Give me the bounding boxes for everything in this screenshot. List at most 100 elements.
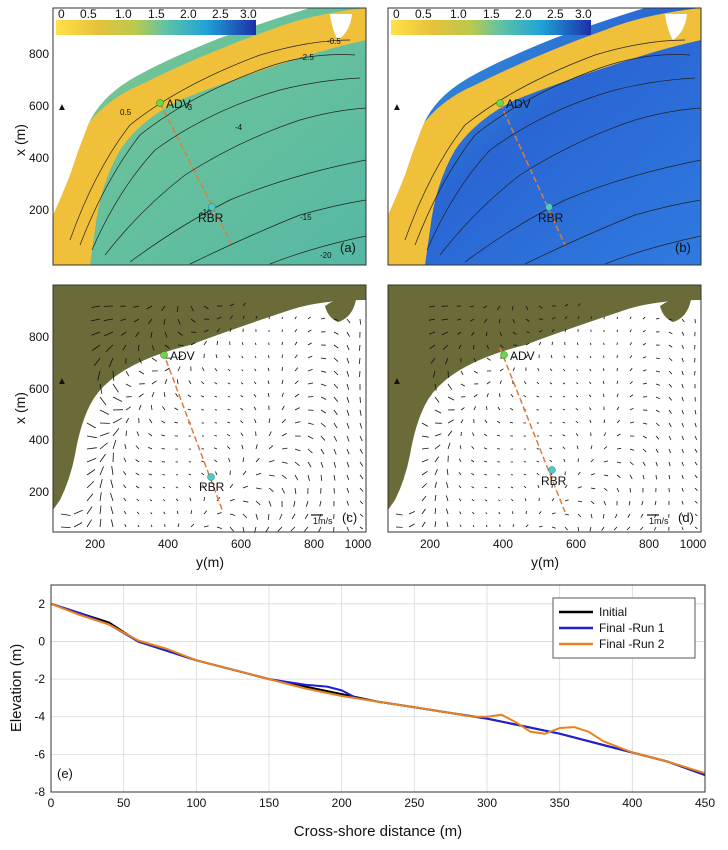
- panel-c-transect: [162, 351, 224, 513]
- velocity-vector: [318, 526, 322, 532]
- axis-tick: 1000: [680, 537, 707, 551]
- velocity-vector: [589, 407, 592, 411]
- velocity-vector: [291, 513, 296, 520]
- velocity-vector: [307, 342, 312, 346]
- north-arrow-icon: ▲: [392, 102, 402, 113]
- velocity-vector: [240, 432, 244, 437]
- velocity-vector: [111, 466, 114, 476]
- velocity-vector: [359, 344, 361, 351]
- velocity-vector: [681, 461, 684, 467]
- velocity-vector: [97, 370, 101, 381]
- velocity-vector: [434, 383, 437, 391]
- velocity-vector: [281, 341, 283, 346]
- panel-a: -0.5 -2.5 -3 -10 -15 -20 -4 0.5 ADV RBR …: [12, 7, 367, 266]
- north-arrow-icon: ▲: [57, 102, 67, 113]
- velocity-vector: [616, 419, 620, 424]
- velocity-vector: [164, 331, 168, 338]
- velocity-vector: [458, 344, 462, 350]
- velocity-vector: [562, 408, 566, 411]
- velocity-vector: [240, 407, 244, 411]
- velocity-vector: [602, 380, 605, 385]
- velocity-vector: [125, 406, 131, 411]
- velocity-vector: [333, 331, 339, 335]
- velocity-vector: [346, 318, 351, 324]
- velocity-vector: [133, 305, 140, 308]
- panel-b-frame: [387, 7, 702, 266]
- velocity-vector: [499, 393, 501, 398]
- velocity-vector: [346, 487, 350, 493]
- velocity-vector: [694, 487, 698, 491]
- panel-label-c: (c): [342, 510, 357, 525]
- velocity-vector: [359, 435, 363, 442]
- velocity-vector: [307, 474, 310, 481]
- velocity-vector: [536, 460, 540, 463]
- velocity-vector: [447, 430, 453, 437]
- velocity-vector: [112, 417, 122, 424]
- velocity-vector: [441, 318, 449, 321]
- velocity-vector: [421, 508, 426, 515]
- velocity-vector: [161, 434, 166, 437]
- velocity-vector: [499, 368, 504, 372]
- velocity-vector: [346, 422, 350, 429]
- velocity-vector: [333, 474, 336, 481]
- velocity-vector: [538, 341, 542, 346]
- velocity-vector: [320, 396, 327, 400]
- velocity-vector: [307, 382, 314, 385]
- rbr-label: RBR: [198, 211, 224, 225]
- velocity-vector: [162, 486, 166, 489]
- velocity-vector: [307, 461, 312, 468]
- velocity-vector: [200, 395, 205, 398]
- velocity-vector: [150, 331, 153, 338]
- vector-scale-label: 1m/s: [313, 516, 333, 526]
- velocity-vector: [512, 367, 515, 372]
- velocity-vector: [190, 510, 193, 515]
- velocity-vector: [460, 370, 464, 375]
- velocity-vector: [447, 419, 455, 424]
- velocity-vector: [681, 370, 684, 376]
- velocity-vector: [694, 500, 698, 504]
- velocity-vector: [681, 331, 685, 336]
- velocity-vector: [320, 383, 327, 387]
- velocity-vector: [694, 435, 698, 440]
- velocity-vector: [616, 393, 619, 398]
- velocity-vector: [281, 419, 286, 424]
- velocity-vector: [642, 382, 647, 385]
- velocity-vector: [161, 448, 166, 450]
- velocity-vector: [421, 495, 427, 502]
- velocity-vector: [428, 318, 436, 321]
- velocity-vector: [525, 318, 530, 322]
- velocity-vector: [564, 484, 568, 489]
- velocity-vector: [149, 418, 153, 424]
- velocity-vector: [99, 479, 103, 489]
- velocity-vector: [346, 526, 349, 531]
- velocity-vector: [668, 461, 671, 467]
- velocity-vector: [642, 474, 645, 480]
- velocity-vector: [442, 344, 449, 350]
- velocity-vector: [538, 305, 543, 309]
- velocity-vector: [147, 318, 153, 325]
- colorbar-b-ticks: 0 0.5 1.0 1.5 2.0 2.5 3.0: [393, 7, 592, 21]
- velocity-vector: [681, 513, 684, 518]
- velocity-vector: [629, 461, 634, 466]
- axis-label-y-d: y(m): [531, 554, 559, 570]
- velocity-vector: [459, 511, 462, 515]
- velocity-vector: [616, 433, 621, 437]
- velocity-vector: [307, 435, 314, 440]
- velocity-vector: [434, 481, 437, 489]
- velocity-vector: [473, 344, 475, 350]
- velocity-vector: [268, 445, 274, 450]
- velocity-vector: [190, 305, 194, 312]
- velocity-vector: [227, 408, 231, 411]
- velocity-vector: [629, 381, 633, 385]
- velocity-vector: [163, 499, 166, 502]
- velocity-vector: [294, 316, 297, 320]
- colorbar-tick: 2.0: [180, 7, 197, 21]
- velocity-vector: [433, 370, 436, 378]
- velocity-vector: [483, 460, 488, 463]
- velocity-vector: [359, 526, 364, 530]
- colorbar-tick: 1.5: [148, 7, 165, 21]
- y-tick-label: -8: [34, 785, 45, 799]
- contour-label: -10: [200, 208, 212, 217]
- velocity-vector: [668, 435, 672, 441]
- x-tick-label: 250: [404, 796, 424, 810]
